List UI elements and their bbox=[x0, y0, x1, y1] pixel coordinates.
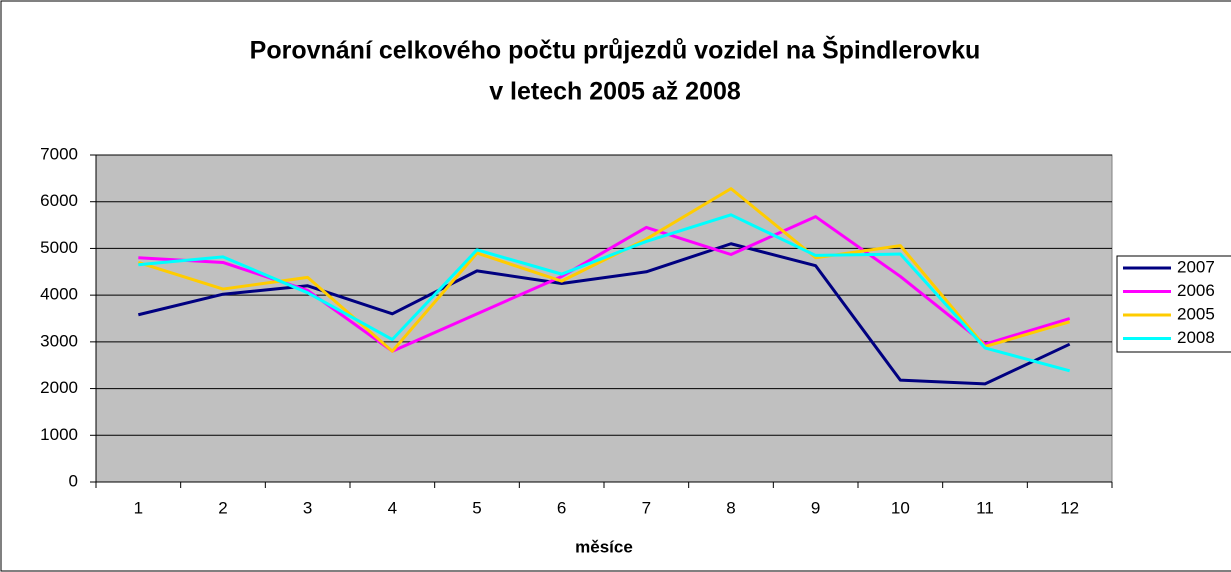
chart-title: Porovnání celkového počtu průjezdů vozid… bbox=[250, 35, 981, 65]
x-tick-label: 3 bbox=[303, 498, 312, 517]
y-tick-label: 5000 bbox=[40, 238, 78, 257]
y-tick-label: 6000 bbox=[40, 191, 78, 210]
x-tick-label: 6 bbox=[557, 498, 566, 517]
x-tick-label: 2 bbox=[218, 498, 227, 517]
y-tick-label: 0 bbox=[69, 471, 78, 490]
x-tick-label: 9 bbox=[811, 498, 820, 517]
series-line bbox=[137, 187, 1071, 353]
x-tick-label: 1 bbox=[134, 498, 143, 517]
x-tick-label: 8 bbox=[726, 498, 735, 517]
x-tick-label: 10 bbox=[891, 498, 910, 517]
x-axis-label: měsíce bbox=[575, 537, 633, 556]
x-tick-label: 5 bbox=[472, 498, 481, 517]
legend-label: 2006 bbox=[1177, 281, 1215, 300]
x-tick-label: 12 bbox=[1060, 498, 1079, 517]
legend-label: 2007 bbox=[1177, 257, 1215, 276]
series-line bbox=[138, 213, 1071, 373]
legend-label: 2008 bbox=[1177, 328, 1215, 347]
y-tick-label: 1000 bbox=[40, 425, 78, 444]
chart-title: v letech 2005 až 2008 bbox=[489, 78, 741, 106]
y-tick-label: 4000 bbox=[40, 285, 78, 304]
y-tick-label: 2000 bbox=[40, 378, 78, 397]
y-tick-label: 3000 bbox=[40, 331, 78, 350]
x-tick-label: 4 bbox=[388, 498, 397, 517]
plot-area bbox=[95, 154, 1113, 483]
legend bbox=[1116, 255, 1231, 353]
legend-label: 2005 bbox=[1177, 304, 1215, 323]
x-tick-label: 11 bbox=[976, 498, 994, 517]
x-tick-label: 7 bbox=[642, 498, 651, 517]
y-tick-label: 7000 bbox=[40, 144, 78, 163]
